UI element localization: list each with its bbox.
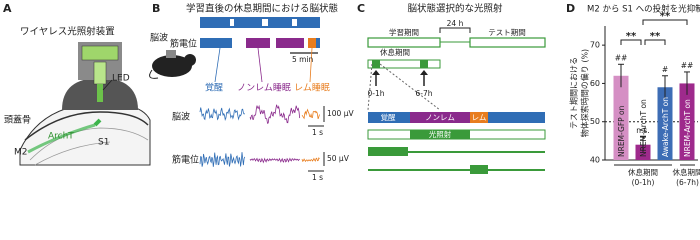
figure: A ワイヤレス光照射装置 LED 頭蓋骨 ArchT S1 M2 B 学習直後の… [3,2,700,187]
label: 筋電位 [172,154,199,166]
bar-annotation: # [662,65,668,74]
bar-annotation: ## [681,61,694,70]
protocol-diagram [367,27,546,174]
panel-letter: A [3,2,12,15]
scale-label: 50 μV [327,154,350,163]
scale-label: 1 s [312,173,323,182]
bar-label: NREM-ArchT on [683,99,692,157]
group-label: 休息期間 [673,167,700,177]
state-label: レム [472,113,487,122]
trace [249,104,301,124]
label: テスト期間 [488,28,526,37]
label: 24 h [447,19,464,28]
group-label: 休息期間 [628,167,658,177]
label: S1 [98,138,109,148]
label: 学習期間 [389,27,419,37]
label: 休息期間 [380,47,410,57]
state-label: レム睡眠 [294,82,330,94]
panel-title: ワイヤレス光照射装置 [20,26,115,38]
label: 筋電位 [170,38,197,50]
label: 脳波 [172,111,190,123]
trace [199,152,246,167]
trace [301,157,320,163]
bracket [644,39,666,45]
label: ArchT [48,132,74,142]
bracket [620,39,642,45]
y-tick-label: 70 [590,41,600,50]
bar-annotation: ## [615,53,628,62]
label: 光照射 [429,129,452,139]
label: 頭蓋骨 [4,114,31,126]
bracket [642,19,688,25]
bar [613,75,629,160]
significance: ** [650,31,661,42]
y-tick-label: 60 [590,79,600,88]
label: 6-7h [415,89,432,98]
label: 5 min [292,55,314,64]
panel-letter: B [152,2,160,15]
label: 0-1h [367,89,384,98]
panel-letter: D [566,2,575,15]
state-label: 覚醒 [205,82,223,94]
hypnogram [149,17,320,83]
state-label: ノンレム [425,113,455,122]
panel-title: 学習直後の休息期間における脳状態 [186,3,338,15]
scale-label: 1 s [312,128,323,137]
label: M2 [14,148,28,158]
y-tick-label: 40 [590,156,600,165]
group-label: (0-1h) [632,178,655,187]
bar [657,87,673,160]
scale-label: 100 μV [327,109,354,118]
chart-title: M2 から S1 への投射を光抑制 [587,4,700,15]
bar-label: NREM-ArchT on [639,99,648,157]
significance: ** [626,31,637,42]
bar [679,83,695,160]
bar-chart: テスト期間における 物体探索時間の偏り (%) 40 50 60 70 NREM-GFP o… [570,11,700,187]
bar-label: NREM-GFP on [617,105,626,157]
device-drawing [19,42,151,166]
bar [635,144,651,160]
state-label: ノンレム睡眠 [237,82,291,94]
trace [301,108,320,120]
label: 脳波 [150,32,168,44]
group-label: (6-7h) [676,178,699,187]
bar-annotation: n.s. [636,126,649,135]
significance: ** [660,11,671,22]
state-label: 覚醒 [381,112,396,122]
trace [199,107,245,122]
trace [249,157,300,164]
label: LED [112,74,130,84]
y-axis-label: 物体探索時間の偏り (%) [580,49,590,137]
y-axis-label: テスト期間における [570,57,579,129]
bar-label: Awake-ArchT on [661,97,670,157]
panel-letter: C [357,2,365,15]
y-tick-label: 50 [590,117,600,126]
panel-title: 脳状態選択的な光照射 [407,3,503,15]
traces [199,104,320,167]
